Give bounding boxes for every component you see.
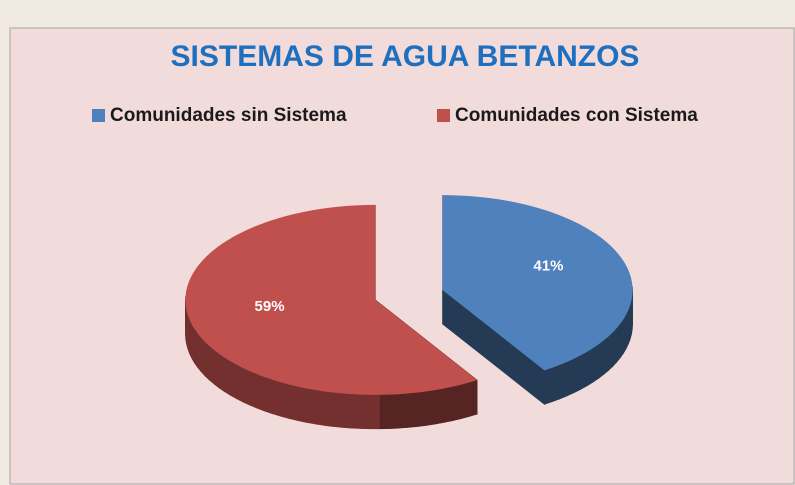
chart-title: SISTEMAS DE AGUA BETANZOS (171, 40, 640, 73)
slice-side (397, 393, 408, 429)
slice-side (416, 391, 427, 427)
data-label: 59% (255, 298, 285, 315)
slice-side (194, 327, 198, 369)
slice-side (434, 388, 445, 425)
slice-side (341, 393, 352, 429)
slice-side (218, 353, 225, 393)
slice-side (623, 313, 627, 355)
slice-side (425, 389, 436, 426)
slice-side (369, 394, 380, 430)
slice-side (257, 373, 266, 412)
slice-side (323, 390, 334, 427)
slice-side (608, 331, 614, 372)
slice-side (236, 364, 244, 403)
slice-side (551, 364, 561, 403)
slice-side (280, 381, 290, 419)
slice-side (224, 357, 231, 396)
slice-side (204, 340, 210, 381)
slice-side (305, 387, 316, 425)
slice-side (379, 394, 390, 430)
slice-side (388, 393, 399, 429)
slice-side (191, 323, 195, 364)
legend-swatch (92, 109, 105, 122)
slice-side (443, 386, 453, 423)
slice-side (603, 335, 609, 376)
slice-side (559, 361, 568, 400)
slice-side (586, 347, 594, 387)
slice-side (625, 310, 629, 349)
slice-side (612, 327, 618, 368)
slice-side (213, 349, 220, 389)
slice-side (573, 354, 581, 394)
slice-side (249, 370, 258, 409)
slice-side (197, 332, 202, 373)
slice-side (288, 384, 298, 421)
slice-side (616, 322, 621, 363)
slice-side (314, 389, 325, 426)
slice-side (360, 394, 371, 430)
slice-side (580, 351, 588, 390)
data-label: 41% (533, 258, 563, 275)
slice-side (189, 319, 192, 359)
slice-side (272, 379, 281, 417)
slice-side (230, 360, 237, 400)
slice-side (351, 393, 362, 429)
slice-side (208, 345, 215, 385)
slice-side (200, 336, 206, 377)
legend-label: Comunidades con Sistema (455, 105, 698, 126)
slice (185, 204, 478, 395)
legend-label: Comunidades sin Sistema (110, 105, 347, 126)
slice-side (407, 392, 418, 428)
slice-side (566, 358, 575, 397)
slice-side (332, 392, 343, 428)
slice-side (544, 367, 553, 405)
slice-side (468, 379, 478, 417)
legend-swatch (437, 109, 450, 122)
slice-side (264, 376, 273, 415)
slice-side (452, 384, 462, 422)
slice-side (460, 382, 470, 420)
slice-side (598, 339, 604, 380)
slice-side (242, 367, 251, 406)
slice (442, 195, 633, 371)
slice-side (297, 386, 307, 423)
slice-side (592, 343, 599, 383)
slice-side (620, 318, 624, 359)
